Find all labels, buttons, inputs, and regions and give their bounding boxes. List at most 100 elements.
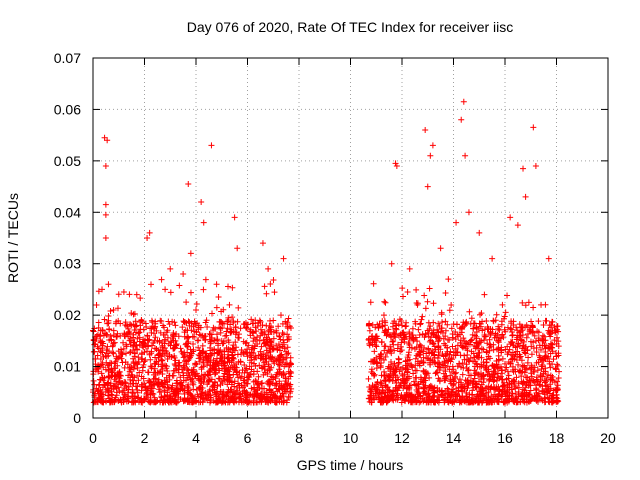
data-point: [127, 341, 134, 348]
data-point: [417, 320, 424, 327]
data-point: [200, 359, 207, 366]
data-point: [188, 376, 195, 383]
y-tick-label: 0.02: [54, 307, 81, 323]
data-point: [215, 398, 222, 405]
data-point: [448, 302, 455, 309]
data-point: [423, 371, 430, 378]
data-point-peak: [373, 337, 380, 344]
data-point: [519, 380, 526, 387]
data-point: [280, 399, 287, 406]
data-point: [105, 313, 112, 320]
data-point: [93, 301, 100, 308]
data-point: [516, 321, 523, 328]
data-point: [515, 380, 522, 387]
data-point: [110, 340, 117, 347]
data-point: [412, 367, 419, 374]
data-point: [386, 373, 393, 380]
data-point: [231, 383, 238, 390]
data-point: [244, 369, 251, 376]
data-point: [470, 384, 477, 391]
data-point: [275, 323, 282, 330]
data-point: [90, 328, 97, 335]
data-point: [242, 340, 249, 347]
data-point: [490, 395, 497, 402]
data-point: [108, 388, 115, 395]
data-point: [136, 334, 143, 341]
data-point: [170, 345, 177, 352]
data-point: [270, 276, 277, 283]
data-point: [428, 396, 435, 403]
data-point: [233, 344, 240, 351]
data-point: [505, 372, 512, 379]
data-point: [504, 389, 511, 396]
data-point: [141, 349, 148, 356]
data-point: [134, 360, 141, 367]
data-point: [441, 364, 448, 371]
data-point: [189, 393, 196, 400]
data-point: [262, 340, 269, 347]
data-point: [207, 392, 214, 399]
data-point: [429, 348, 436, 355]
data-point: [547, 364, 554, 371]
data-point: [404, 289, 411, 296]
data-point: [524, 359, 531, 366]
data-point: [207, 397, 214, 404]
data-point-peak: [453, 219, 460, 226]
data-point: [368, 366, 375, 373]
data-point: [126, 291, 133, 298]
data-point: [238, 373, 245, 380]
data-point: [122, 333, 129, 340]
data-point: [253, 393, 260, 400]
data-point: [90, 348, 97, 355]
data-point: [247, 328, 254, 335]
data-point-peak: [141, 358, 148, 365]
data-point: [276, 378, 283, 385]
data-point: [202, 276, 209, 283]
data-point: [485, 389, 492, 396]
data-point: [286, 390, 293, 397]
data-point: [477, 323, 484, 330]
data-point: [205, 358, 212, 365]
data-point: [493, 361, 500, 368]
data-point-peak: [462, 152, 469, 159]
data-point: [495, 346, 502, 353]
data-point: [207, 344, 214, 351]
data-point: [444, 363, 451, 370]
data-point: [197, 376, 204, 383]
data-point: [459, 360, 466, 367]
data-point: [521, 364, 528, 371]
data-point: [209, 310, 216, 317]
data-point: [141, 340, 148, 347]
data-point: [119, 351, 126, 358]
data-point: [414, 358, 421, 365]
data-point: [405, 349, 412, 356]
data-point: [434, 329, 441, 336]
data-point: [413, 286, 420, 293]
data-point-peak: [388, 260, 395, 267]
data-point: [102, 388, 109, 395]
data-point: [177, 396, 184, 403]
data-point: [402, 397, 409, 404]
data-point: [488, 370, 495, 377]
data-point: [464, 367, 471, 374]
data-point: [462, 377, 469, 384]
data-point: [252, 363, 259, 370]
data-point: [442, 327, 449, 334]
data-point: [181, 398, 188, 405]
data-point: [400, 375, 407, 382]
data-point: [158, 318, 165, 325]
data-point: [534, 396, 541, 403]
data-point: [447, 348, 454, 355]
data-point-peak: [399, 322, 405, 329]
data-point: [171, 360, 178, 367]
data-point-peak: [133, 291, 140, 298]
data-point: [233, 329, 240, 336]
data-point: [482, 333, 489, 340]
data-point: [158, 363, 165, 370]
data-point: [398, 347, 405, 354]
data-point: [250, 378, 257, 385]
data-point: [133, 346, 140, 353]
data-point: [400, 293, 407, 300]
data-point: [521, 369, 528, 376]
data-point-peak: [368, 358, 375, 365]
